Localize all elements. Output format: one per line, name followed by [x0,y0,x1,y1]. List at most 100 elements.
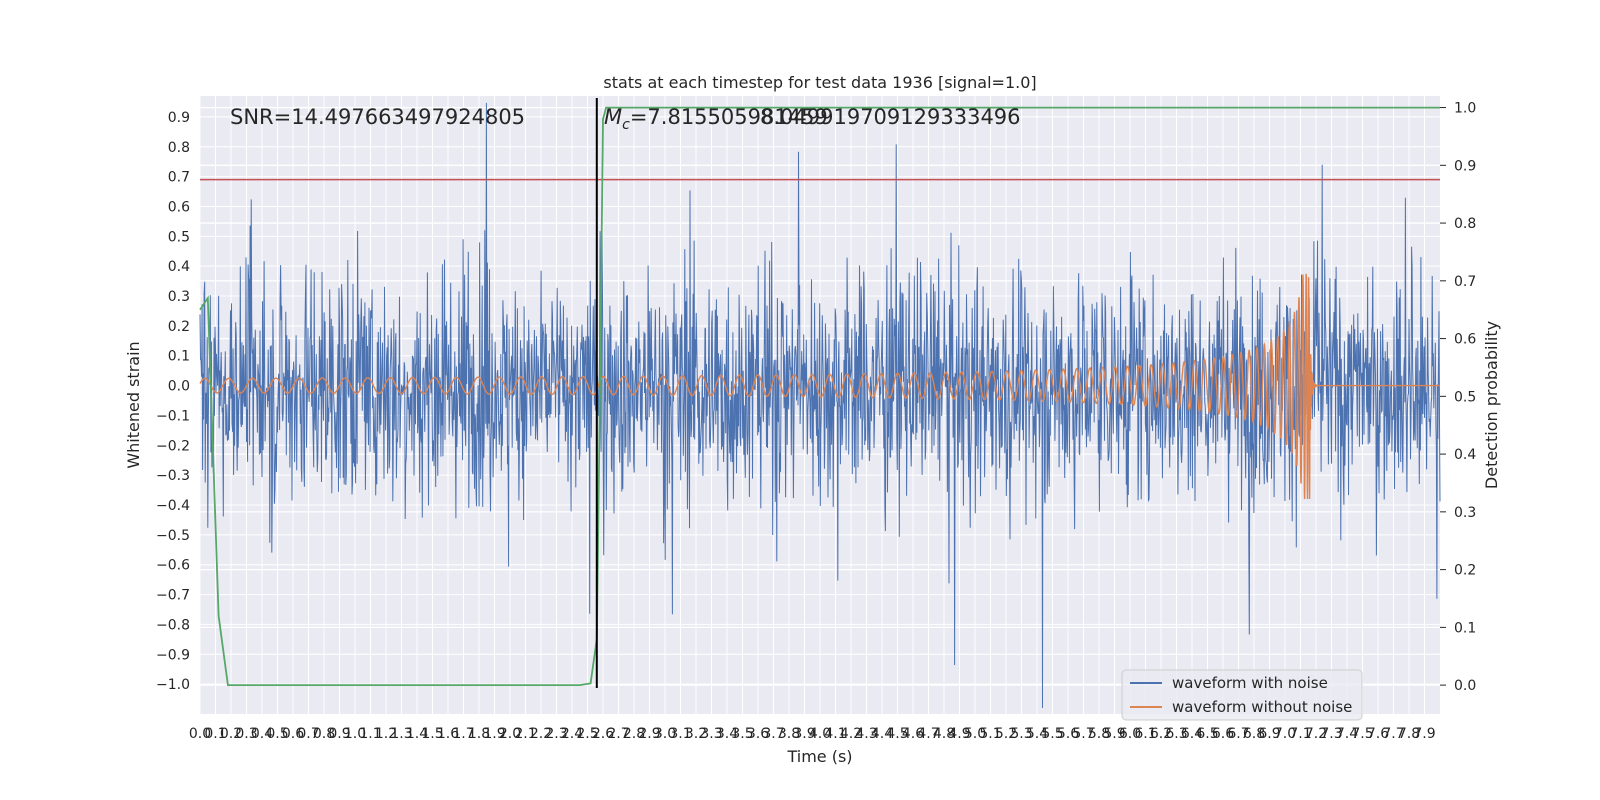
y-tick-label: −1.0 [156,677,190,693]
x-tick-label: 1.3 [390,726,412,742]
y2-tick-label: 0.5 [1454,389,1476,405]
x-tick-label: 4.7 [917,726,939,742]
x-tick-label: 2.0 [499,726,521,742]
x-tick-label: 4.1 [824,726,846,742]
x-tick-label: 7.3 [1320,726,1342,742]
x-axis-label: Time (s) [786,747,852,766]
x-tick-label: 5.8 [1088,726,1110,742]
y2-tick-label: 0.1 [1454,620,1476,636]
legend-box [1121,669,1363,721]
x-axis-ticks: 0.00.10.20.30.40.50.60.70.80.91.01.11.21… [189,726,1436,742]
y2-axis-ticks: 1.0 0.9 0.8 0.7 0.6 0.5 0.4 0.3 0.2 0.1 0.0 [1440,101,1476,694]
detection-probability-line [199,106,1440,686]
y2-tick-label: 0.8 [1454,216,1476,232]
x-tick-label: 1.2 [375,726,397,742]
legend-label-clean: waveform without noise [1172,698,1352,716]
x-tick-label: 5.7 [1072,726,1094,742]
x-tick-label: 2.3 [545,726,567,742]
y-tick-label: −0.6 [156,558,190,574]
y2-tick-label: 0.0 [1454,678,1476,694]
x-tick-label: 1.6 [437,726,459,742]
x-tick-label: 2.2 [530,726,552,742]
y2-tick-label: 0.7 [1454,274,1476,290]
x-tick-label: 0.8 [313,726,335,742]
y2-tick-label: 0.4 [1454,447,1476,463]
x-tick-label: 7.4 [1336,726,1358,742]
x-tick-label: 2.6 [592,726,614,742]
y2-tick-label: 1.0 [1454,101,1476,117]
x-tick-label: 6.9 [1258,726,1280,742]
x-tick-label: 5.6 [1057,726,1079,742]
snr-annotation: SNR=14.497663497924805 [230,105,525,129]
x-tick-label: 6.4 [1181,726,1203,742]
x-tick-label: 0.3 [235,726,257,742]
y-axis-label: Whitened strain [124,341,143,468]
x-tick-label: 3.4 [716,726,738,742]
x-tick-label: 5.5 [1041,726,1063,742]
x-tick-label: 3.0 [654,726,676,742]
x-tick-label: 1.1 [359,726,381,742]
x-tick-label: 1.4 [406,726,428,742]
y-tick-label: 0.8 [168,140,190,156]
x-tick-label: 2.8 [623,726,645,742]
x-tick-label: 3.1 [669,726,691,742]
series-layer [199,98,1441,709]
y2-tick-label: 0.9 [1454,158,1476,174]
x-tick-label: 2.7 [607,726,629,742]
x-tick-label: 6.6 [1212,726,1234,742]
x-tick-label: 5.9 [1103,726,1125,742]
x-tick-label: 3.9 [793,726,815,742]
x-tick-label: 6.8 [1243,726,1265,742]
y2-tick-label: 0.2 [1454,563,1476,579]
x-tick-label: 4.8 [933,726,955,742]
x-tick-label: 5.0 [964,726,986,742]
x-tick-label: 2.5 [576,726,598,742]
y2-axis-label: Detection probability [1482,321,1501,489]
clean-waveform-line [199,273,1440,500]
x-tick-label: 5.4 [1026,726,1048,742]
x-tick-label: 3.2 [685,726,707,742]
y-tick-label: −0.7 [156,588,190,604]
x-tick-label: 2.1 [514,726,536,742]
legend: waveform with noise waveform without noi… [1121,669,1363,721]
y-tick-label: 0.5 [168,229,190,245]
x-tick-label: 4.6 [902,726,924,742]
x-tick-label: 7.6 [1367,726,1389,742]
x-tick-label: 7.0 [1274,726,1296,742]
x-tick-label: 6.5 [1196,726,1218,742]
y-tick-label: −0.2 [156,438,190,454]
x-tick-label: 4.2 [840,726,862,742]
x-tick-label: 0.6 [282,726,304,742]
y-tick-label: −0.4 [156,498,190,514]
x-tick-label: 7.9 [1413,726,1435,742]
y-tick-label: 0.0 [168,379,190,395]
x-tick-label: 5.2 [995,726,1017,742]
x-tick-label: 1.0 [344,726,366,742]
x-tick-label: 7.1 [1289,726,1311,742]
x-tick-label: 0.5 [266,726,288,742]
noise-waveform-line [199,102,1441,709]
y-tick-label: −0.9 [156,647,190,663]
chirp-mass-subscript: c [622,117,630,133]
x-tick-label: 0.4 [251,726,273,742]
x-tick-label: 1.9 [483,726,505,742]
x-tick-label: 7.5 [1351,726,1373,742]
x-tick-label: 1.8 [468,726,490,742]
x-tick-label: 1.5 [421,726,443,742]
x-tick-label: 2.9 [638,726,660,742]
x-tick-label: 4.5 [886,726,908,742]
x-tick-label: 0.9 [328,726,350,742]
x-tick-label: 0.1 [204,726,226,742]
chart-title: stats at each timestep for test data 193… [603,73,1036,92]
x-tick-label: 3.8 [778,726,800,742]
legend-label-noise: waveform with noise [1172,674,1328,692]
x-tick-label: 6.1 [1134,726,1156,742]
x-tick-label: 0.7 [297,726,319,742]
y-tick-label: 0.7 [168,170,190,186]
y-tick-label: −0.8 [156,617,190,633]
x-tick-label: 7.7 [1382,726,1404,742]
chirp-mass-annotation: Mc=7.815505981459 [604,105,828,133]
y-tick-label: 0.2 [168,319,190,335]
x-tick-label: 0.0 [189,726,211,742]
